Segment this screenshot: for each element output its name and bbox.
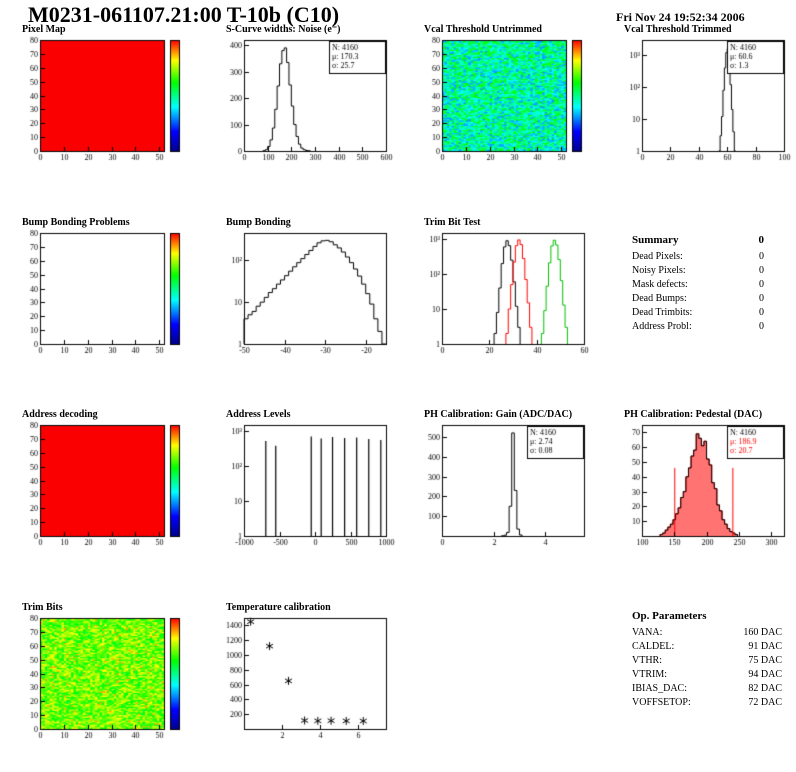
summary-row: Address Probl: 0: [632, 320, 764, 334]
plot-vcal-untrimmed: Vcal Threshold Untrimmed: [416, 24, 596, 170]
temperature-calibration-canvas: [218, 613, 398, 745]
vcal-untrimmed-canvas: [416, 35, 596, 167]
op-parameter-row: IBIAS_DAC: 82 DAC: [632, 682, 782, 696]
summary-row-label: Noisy Pixels:: [632, 265, 686, 276]
summary-row-label: Dead Pixels:: [632, 251, 683, 262]
trim-bit-test-canvas: [416, 228, 596, 360]
op-parameter-label: VTHR:: [632, 655, 662, 666]
summary-row-label: Mask defects:: [632, 279, 688, 290]
plot-title: Address Levels: [226, 409, 291, 420]
op-parameters-panel: Op. Parameters VANA: 160 DAC CALDEL: 91 DA…: [632, 610, 782, 710]
plot-ph-gain: PH Calibration: Gain (ADC/DAC): [416, 409, 596, 555]
plot-scurve-noise: S-Curve widths: Noise (e⁻): [218, 24, 398, 170]
summary-panel: Summary 0 Dead Pixels: 0 Noisy Pixels: 0 M…: [632, 234, 764, 334]
plot-temperature-calibration: Temperature calibration: [218, 602, 398, 748]
bump-bonding-canvas: [218, 228, 398, 360]
plot-title: Bump Bonding Problems: [22, 217, 130, 228]
summary-total: 0: [758, 234, 765, 246]
op-parameter-label: CALDEL:: [632, 641, 675, 652]
page-title: M0231-061107.21:00 T-10b (C10): [28, 2, 340, 27]
summary-row-value: 0: [759, 293, 764, 304]
plot-title: Vcal Threshold Trimmed: [624, 24, 732, 35]
summary-row-label: Dead Bumps:: [632, 293, 687, 304]
op-parameter-row: VTRIM: 94 DAC: [632, 668, 782, 682]
op-parameter-row: VANA: 160 DAC: [632, 626, 782, 640]
summary-row-value: 0: [759, 251, 764, 262]
plot-title: Trim Bit Test: [424, 217, 481, 228]
op-parameter-row: VTHR: 75 DAC: [632, 654, 782, 668]
summary-row: Mask defects: 0: [632, 278, 764, 292]
op-parameter-value: 160 DAC: [743, 627, 782, 638]
plot-title: Pixel Map: [22, 24, 66, 35]
plot-bump-bonding-problems: Bump Bonding Problems: [14, 217, 194, 363]
op-parameter-value: 94 DAC: [748, 669, 782, 680]
ph-pedestal-canvas: [616, 420, 796, 552]
plot-ph-pedestal: PH Calibration: Pedestal (DAC): [616, 409, 796, 555]
pixel-map-canvas: [14, 35, 194, 167]
vcal-trimmed-canvas: [616, 35, 796, 167]
op-parameter-value: 91 DAC: [748, 641, 782, 652]
summary-row: Dead Bumps: 0: [632, 292, 764, 306]
summary-row: Dead Trimbits: 0: [632, 306, 764, 320]
op-parameter-row: VOFFSETOP: 72 DAC: [632, 696, 782, 710]
plot-address-levels: Address Levels: [218, 409, 398, 555]
op-parameter-value: 72 DAC: [748, 697, 782, 708]
op-parameter-label: IBIAS_DAC:: [632, 683, 688, 694]
timestamp: Fri Nov 24 19:52:34 2006: [616, 10, 745, 24]
op-parameter-label: VOFFSETOP:: [632, 697, 691, 708]
plot-title: Trim Bits: [22, 602, 63, 613]
plot-title: S-Curve widths: Noise (e⁻): [226, 24, 341, 35]
plot-title: Bump Bonding: [226, 217, 291, 228]
address-levels-canvas: [218, 420, 398, 552]
plot-address-decoding: Address decoding: [14, 409, 194, 555]
op-parameter-value: 82 DAC: [748, 683, 782, 694]
address-decoding-canvas: [14, 420, 194, 552]
op-parameter-row: CALDEL: 91 DAC: [632, 640, 782, 654]
bump-bonding-problems-canvas: [14, 228, 194, 360]
summary-row-value: 0: [759, 321, 764, 332]
plot-title: Temperature calibration: [226, 602, 331, 613]
summary-row-label: Dead Trimbits:: [632, 307, 693, 318]
summary-row: Dead Pixels: 0: [632, 250, 764, 264]
ph-gain-canvas: [416, 420, 596, 552]
op-parameter-value: 75 DAC: [748, 655, 782, 666]
plot-bump-bonding: Bump Bonding: [218, 217, 398, 363]
plot-title: Vcal Threshold Untrimmed: [424, 24, 542, 35]
plot-trim-bits: Trim Bits: [14, 602, 194, 748]
summary-row-value: 0: [759, 279, 764, 290]
plot-pixel-map: Pixel Map: [14, 24, 194, 170]
trim-bits-canvas: [14, 613, 194, 745]
plot-title: PH Calibration: Gain (ADC/DAC): [424, 409, 573, 420]
plot-vcal-trimmed: Vcal Threshold Trimmed: [616, 24, 796, 170]
plot-title: PH Calibration: Pedestal (DAC): [624, 409, 763, 420]
summary-row-value: 0: [759, 265, 764, 276]
plot-trim-bit-test: Trim Bit Test: [416, 217, 596, 363]
op-parameter-label: VTRIM:: [632, 669, 667, 680]
op-parameter-label: VANA:: [632, 627, 663, 638]
plot-title: Address decoding: [22, 409, 98, 420]
summary-row-value: 0: [759, 307, 764, 318]
summary-title: Summary: [632, 234, 679, 246]
summary-row: Noisy Pixels: 0: [632, 264, 764, 278]
summary-row-label: Address Probl:: [632, 321, 692, 332]
op-parameters-title: Op. Parameters: [632, 610, 707, 622]
scurve-noise-canvas: [218, 35, 398, 167]
